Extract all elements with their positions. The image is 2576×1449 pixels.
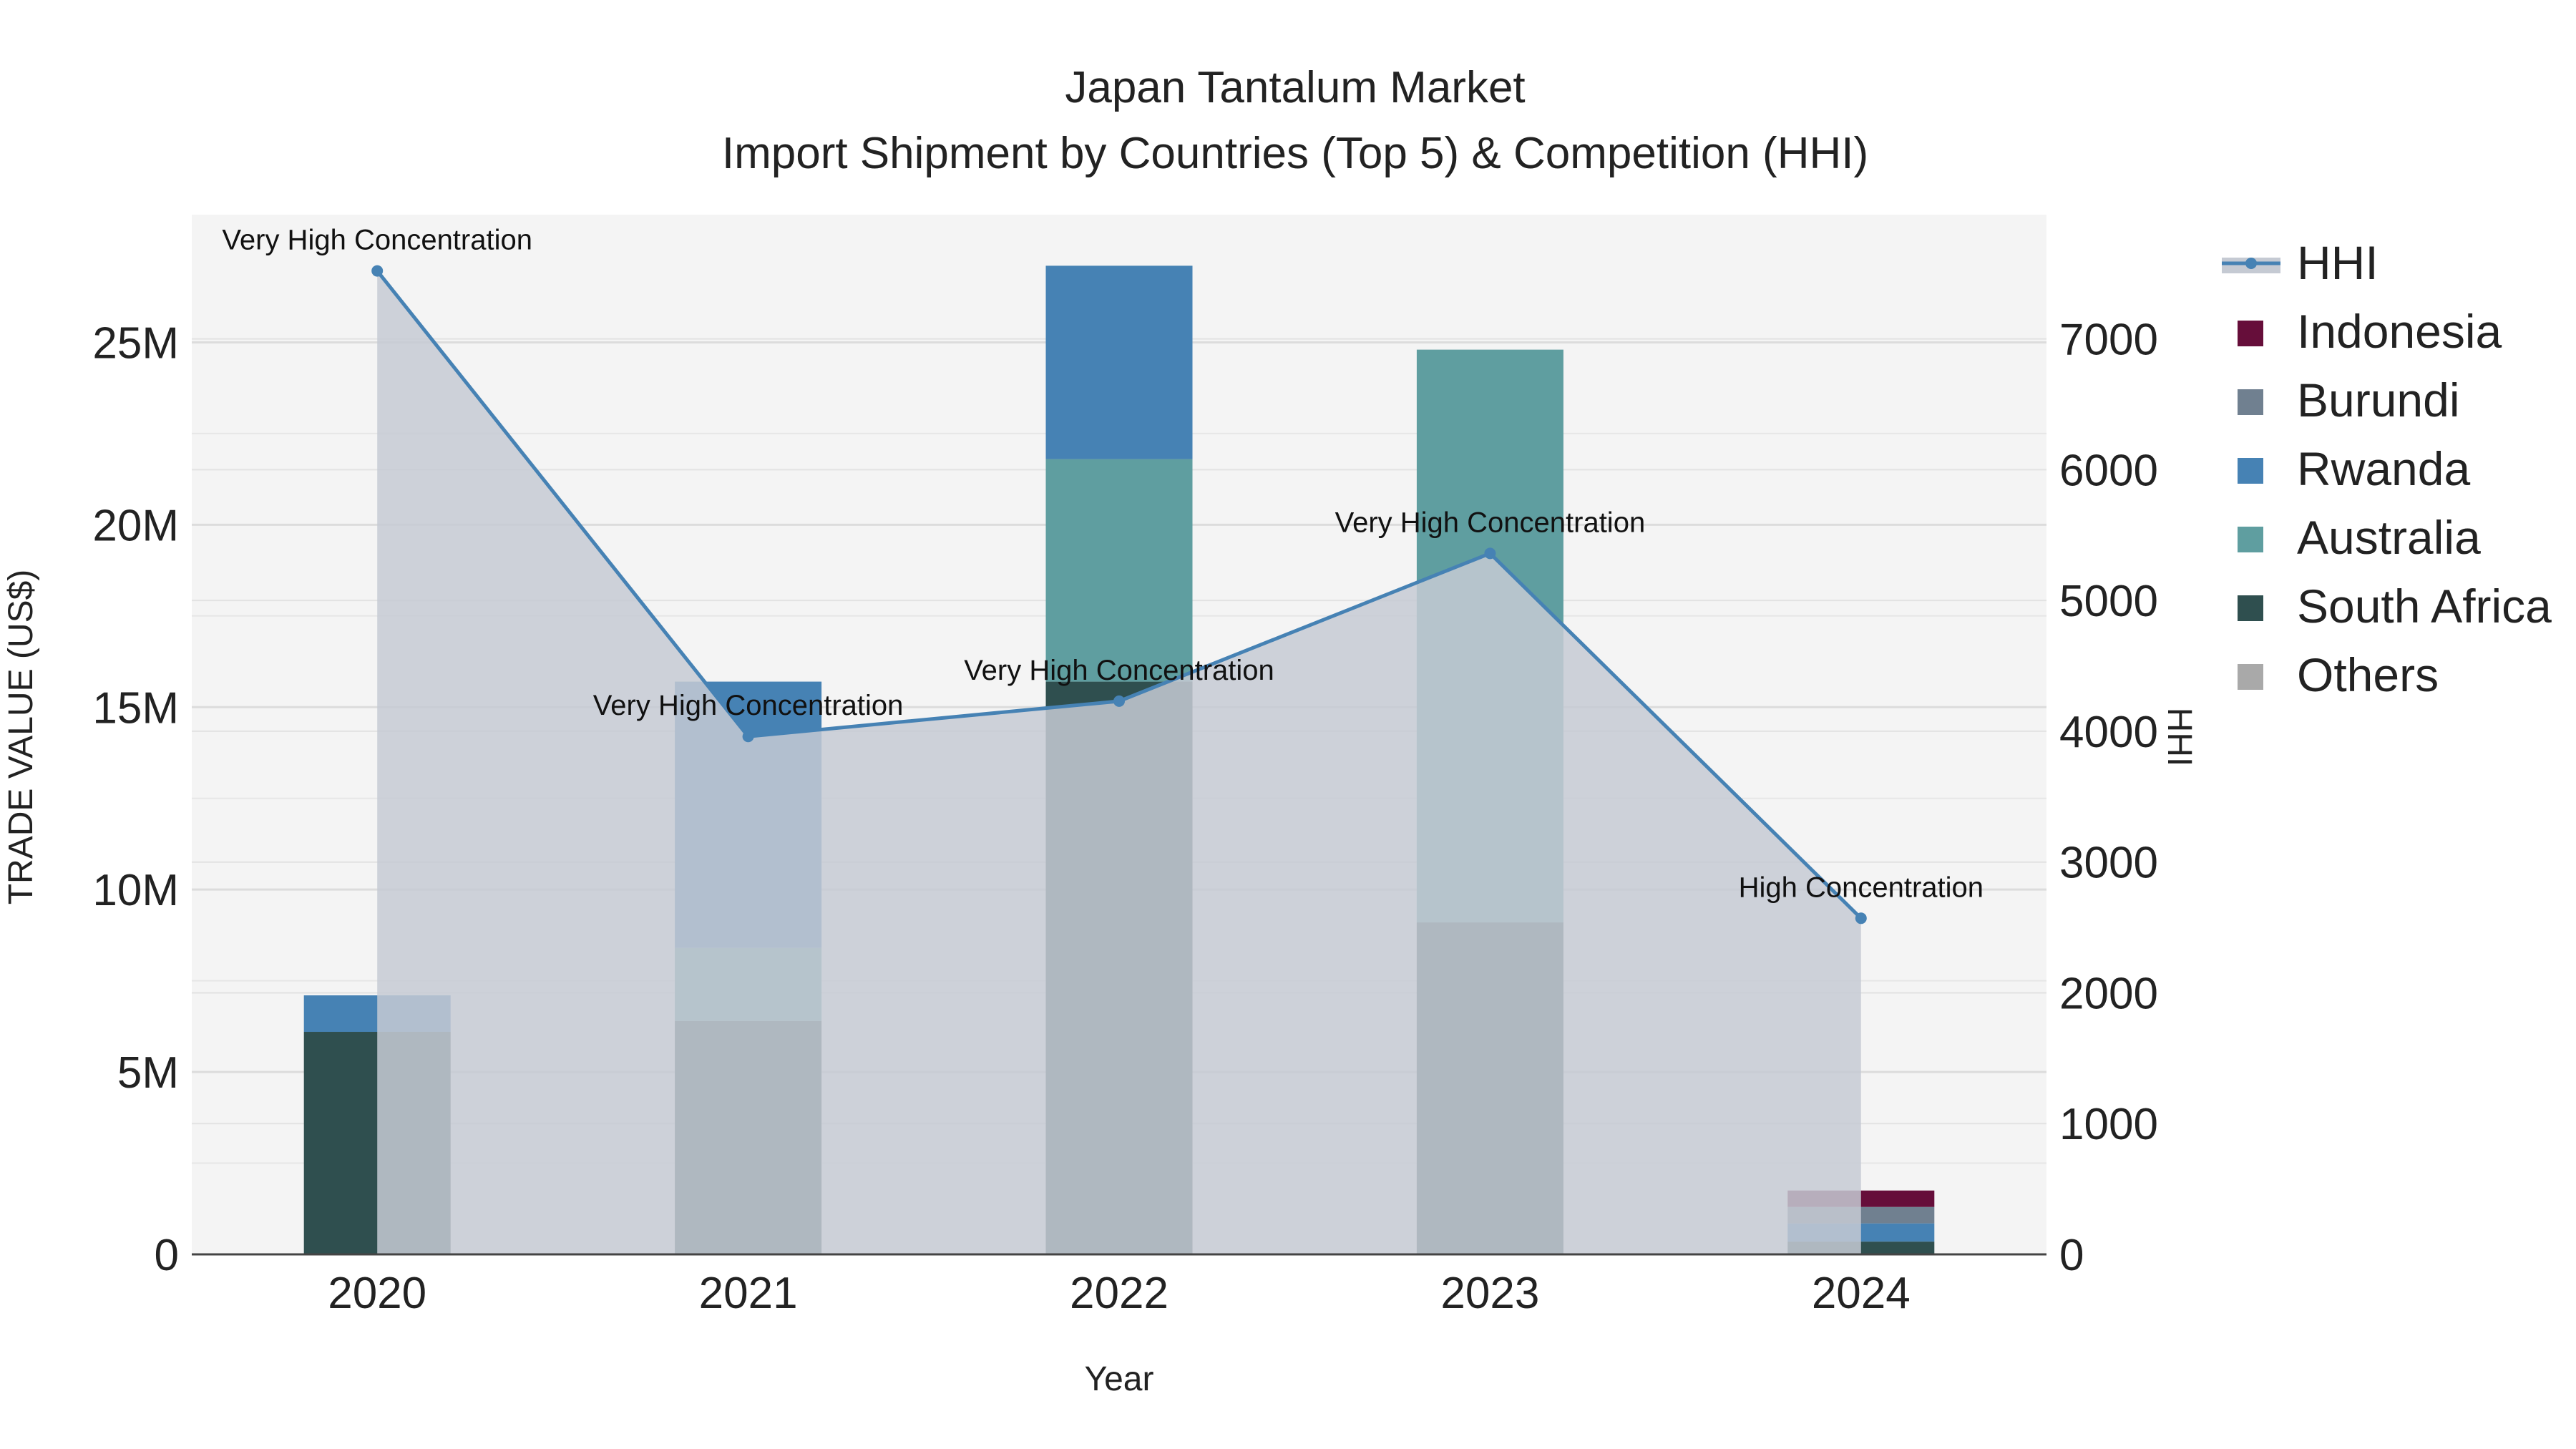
y2-tick-label: 2000 [2059, 969, 2158, 1018]
y2-tick-label: 6000 [2059, 446, 2158, 495]
chart-title: Japan Tantalum Market [1065, 63, 1525, 112]
x-tick-label: 2021 [699, 1269, 798, 1318]
legend-label-rwanda: Rwanda [2297, 442, 2470, 495]
hhi-series: Very High Concentration Very High Concent… [222, 225, 1984, 1254]
y-tick-label: 5M [117, 1048, 179, 1098]
y-tick-label: 20M [92, 501, 179, 550]
y-tick-label: 15M [92, 683, 179, 733]
hhi-point-2024 [1855, 912, 1867, 924]
y2-tick-label: 0 [2059, 1231, 2084, 1280]
legend-label-hhi: HHI [2297, 236, 2379, 289]
hhi-point-2021 [742, 731, 754, 743]
hhi-point-2023 [1484, 547, 1496, 560]
x-axis-title: Year [1085, 1360, 1154, 1398]
legend-label-south-africa: South Africa [2297, 580, 2552, 633]
y2-tick-label: 7000 [2059, 316, 2158, 365]
legend-label-others: Others [2297, 648, 2439, 701]
hhi-area [377, 270, 1861, 1254]
x-tick-label: 2022 [1070, 1269, 1169, 1318]
hhi-label-2024: High Concentration [1739, 872, 1984, 903]
hhi-label-2023: Very High Concentration [1335, 507, 1646, 538]
legend-swatch-indonesia [2238, 321, 2263, 346]
x-tick-label: 2024 [1812, 1269, 1911, 1318]
legend-swatch-hhi-marker [2245, 258, 2257, 269]
y2-tick-label: 4000 [2059, 708, 2158, 757]
legend-swatch-south-africa [2238, 595, 2263, 621]
legend-swatch-australia [2238, 527, 2263, 552]
y2-tick-label: 1000 [2059, 1100, 2158, 1149]
legend-swatch-burundi [2238, 389, 2263, 415]
hhi-point-2020 [371, 265, 384, 277]
y2-tick-label: 5000 [2059, 577, 2158, 626]
hhi-label-2022: Very High Concentration [964, 655, 1274, 686]
bar-rwanda-2022 [1045, 265, 1193, 459]
hhi-point-2022 [1113, 695, 1125, 707]
bar-australia-2022 [1045, 459, 1193, 682]
legend: HHI Indonesia Burundi Rwanda Australia South … [2222, 236, 2552, 701]
hhi-label-2021: Very High Concentration [593, 690, 904, 721]
chart-subtitle: Import Shipment by Countries (Top 5) & C… [722, 129, 1868, 178]
legend-label-australia: Australia [2297, 511, 2481, 564]
y2-axis-title: HHI [2160, 708, 2198, 767]
y-tick-label: 25M [92, 318, 179, 368]
legend-swatch-rwanda [2238, 458, 2263, 484]
y-tick-label: 0 [155, 1231, 179, 1280]
x-tick-label: 2020 [328, 1269, 426, 1318]
axes: 0 5M 10M 15M 20M 25M 0 1000 2000 3000 4000 5000 6000… [92, 316, 2158, 1318]
y-tick-label: 10M [92, 866, 179, 915]
legend-swatch-others [2238, 664, 2263, 690]
y-axis-title: TRADE VALUE (US$) [2, 570, 40, 905]
legend-label-indonesia: Indonesia [2297, 305, 2502, 358]
x-tick-label: 2023 [1440, 1269, 1539, 1318]
hhi-label-2020: Very High Concentration [222, 225, 532, 256]
y2-tick-label: 3000 [2059, 839, 2158, 888]
legend-label-burundi: Burundi [2297, 374, 2460, 426]
